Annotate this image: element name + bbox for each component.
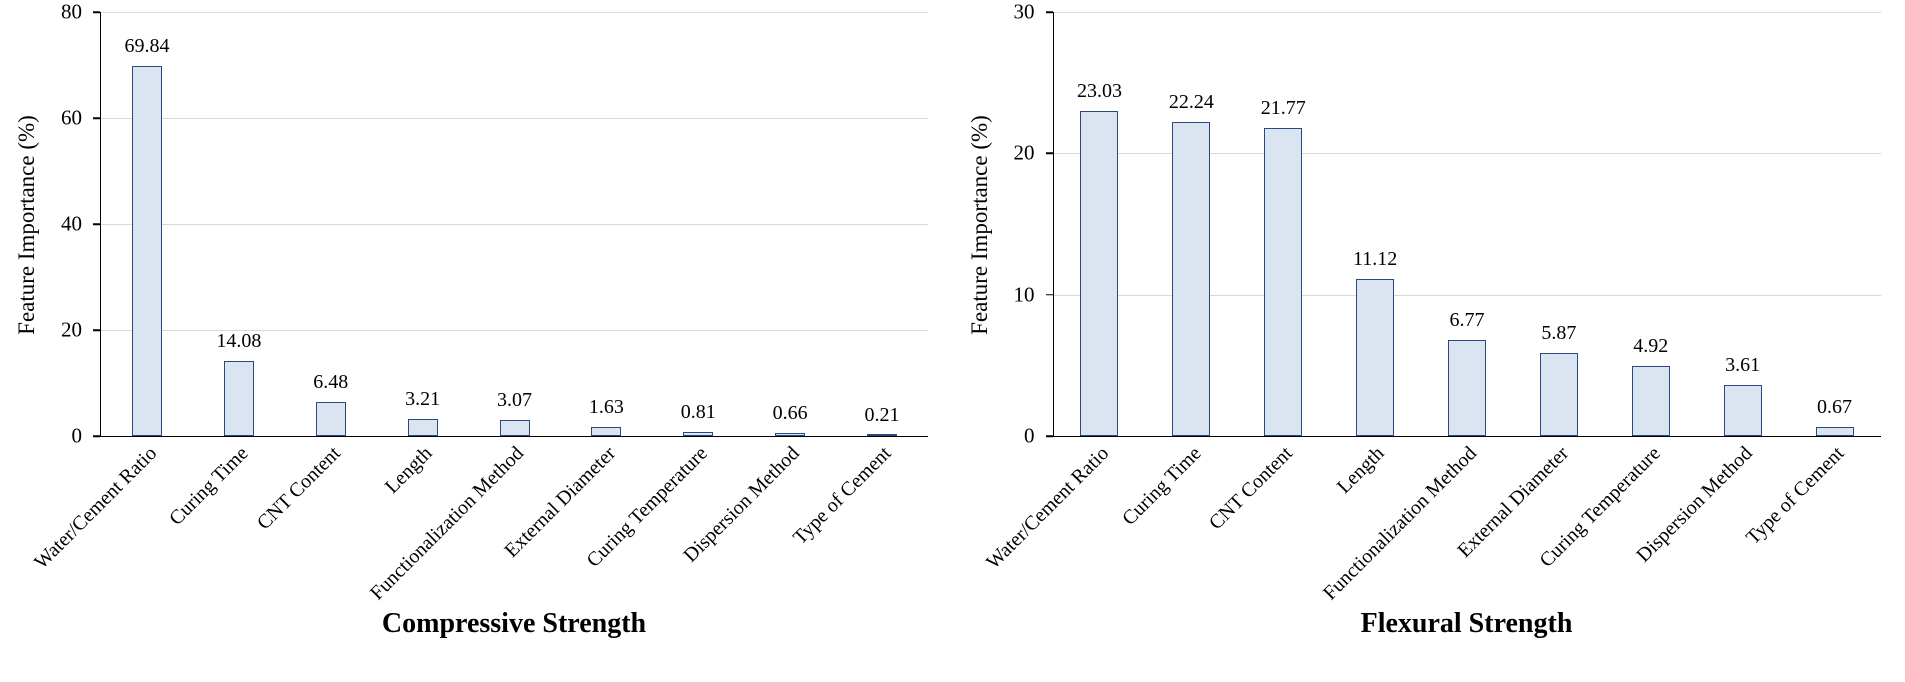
bar-value-label: 3.07 (497, 388, 532, 411)
bar-value-label: 3.21 (405, 387, 441, 410)
gridline (1053, 153, 1881, 155)
y-tick-label: 0 (71, 423, 83, 448)
bar-value-label: 69.84 (124, 34, 170, 57)
bar-value-label: 11.12 (1352, 247, 1398, 270)
x-category-label: Water/Cement Ratio (29, 442, 161, 574)
bar (1631, 366, 1670, 436)
x-category-label: CNT Content (1205, 442, 1298, 535)
bar (315, 401, 346, 436)
y-axis: 0 20 40 60 80 (0, 1, 100, 446)
bar (867, 433, 898, 436)
bar-value-label: 22.24 (1168, 90, 1214, 113)
bar (131, 65, 162, 436)
chart-title: Compressive Strength (381, 608, 647, 639)
gridline (1053, 294, 1881, 296)
bar (1539, 353, 1578, 436)
x-category-label: CNT Content (252, 442, 345, 535)
bar (591, 427, 622, 436)
y-tick-label: 80 (61, 0, 82, 24)
bar-value-label: 1.63 (588, 396, 624, 419)
bar (775, 432, 806, 436)
bar-value-label: 3.61 (1725, 353, 1761, 376)
flexural-strength-chart: Feature Importance (%) 0 10 20 30 23.03 22.2… (953, 0, 1905, 682)
y-axis: 0 10 20 30 (953, 1, 1053, 446)
y-tick-label: 30 (1013, 0, 1035, 24)
bar (223, 361, 254, 436)
x-category-label: Length (1333, 442, 1389, 498)
bar-value-label: 14.08 (216, 330, 262, 353)
bar (407, 419, 438, 436)
compressive-strength-chart: Feature Importance (%) 0 20 40 60 80 69.84 14… (0, 1, 928, 639)
x-axis-labels: Water/Cement Ratio Curing Time CNT Content… (30, 437, 928, 637)
y-axis-tick (1045, 435, 1053, 437)
bar (1080, 110, 1119, 436)
bar-value-label: 0.21 (864, 403, 900, 426)
y-axis-tick (93, 329, 100, 331)
bar (683, 431, 714, 436)
bar-value-label: 6.77 (1449, 309, 1485, 332)
chart-title: Flexural Strength (1360, 608, 1573, 639)
bar (1264, 128, 1303, 436)
plot-area: 23.03 22.24 21.77 11.12 6.77 5.87 4.92 3.61 0.67 (1052, 12, 1881, 437)
y-axis-tick (93, 435, 100, 437)
y-tick-label: 20 (61, 317, 82, 342)
bar-value-label: 4.92 (1633, 335, 1669, 358)
bar-value-label: 0.81 (680, 400, 716, 423)
y-axis-tick (1045, 11, 1053, 13)
x-category-label: Length (380, 442, 437, 498)
bar (1356, 278, 1395, 436)
y-tick-label: 10 (1013, 282, 1035, 307)
gridline (101, 12, 928, 13)
y-tick-label: 40 (61, 211, 82, 236)
y-tick-label: 0 (1024, 423, 1035, 448)
plot-area: 69.84 14.08 6.48 3.21 3.07 1.63 0.81 0.66 0.21 (100, 12, 928, 437)
bar (1448, 340, 1486, 436)
x-category-label: Type of Cement (1741, 442, 1849, 549)
y-axis-tick (93, 223, 100, 225)
y-axis-tick (93, 11, 100, 13)
bar-value-label: 6.48 (313, 370, 349, 393)
bar (1172, 121, 1211, 436)
x-category-label: Water/Cement Ratio (982, 442, 1114, 574)
bar (1815, 426, 1854, 436)
x-category-label: Type of Cement (789, 442, 896, 549)
bar-value-label: 0.67 (1817, 395, 1853, 418)
x-category-label: Functionalization Method (366, 442, 529, 605)
bar (499, 419, 530, 436)
y-tick-label: 20 (1013, 140, 1035, 165)
x-category-label: Curing Time (165, 442, 253, 530)
gridline (101, 224, 928, 225)
gridline (1053, 12, 1881, 13)
x-category-label: Curing Time (1117, 442, 1206, 530)
gridline (101, 330, 928, 331)
gridline (101, 118, 928, 119)
bar-value-label: 21.77 (1260, 97, 1306, 120)
x-category-label: Functionalization Method (1318, 442, 1481, 605)
y-axis-tick (1045, 293, 1053, 296)
x-axis-labels: Water/Cement Ratio Curing Time CNT Content… (982, 437, 1881, 637)
bar (1723, 384, 1762, 436)
y-axis-tick (1045, 152, 1053, 155)
bar-value-label: 0.66 (772, 401, 808, 424)
y-tick-label: 60 (61, 105, 82, 130)
bar-value-label: 5.87 (1541, 322, 1577, 345)
y-axis-tick (93, 117, 100, 119)
bar-value-label: 23.03 (1076, 79, 1122, 102)
